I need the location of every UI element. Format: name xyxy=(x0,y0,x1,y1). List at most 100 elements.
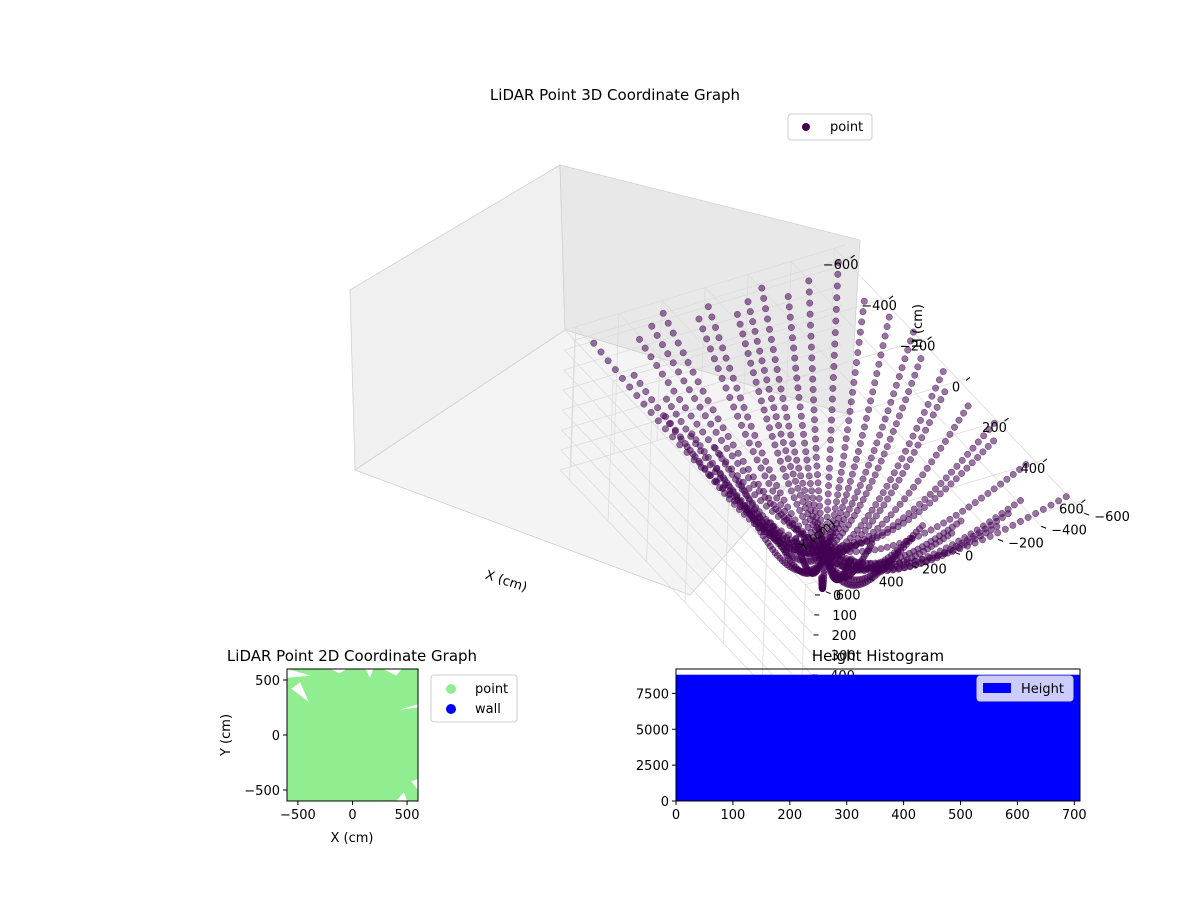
data-point xyxy=(908,535,916,543)
data-point xyxy=(787,431,795,439)
data-point xyxy=(779,395,787,402)
data-point xyxy=(901,355,909,363)
data-point xyxy=(858,431,866,439)
data-point xyxy=(874,464,882,472)
data-point xyxy=(823,513,831,521)
data-point xyxy=(719,344,727,352)
data-point xyxy=(760,366,768,374)
data-point xyxy=(846,548,854,556)
data-point xyxy=(843,491,850,499)
data-point xyxy=(845,505,853,513)
data-point xyxy=(919,522,927,530)
data-point xyxy=(758,284,766,292)
grid-line xyxy=(559,384,841,471)
data-point xyxy=(704,436,712,444)
point-cloud-fill xyxy=(287,669,418,801)
data-point xyxy=(941,437,949,445)
data-point xyxy=(899,519,907,527)
data-point xyxy=(803,456,811,464)
data-point xyxy=(831,329,839,337)
y-tick-label: 0 xyxy=(272,729,280,744)
data-point xyxy=(894,523,902,531)
data-point xyxy=(774,449,782,457)
data-point xyxy=(902,537,910,545)
data-point xyxy=(997,480,1005,488)
data-point xyxy=(857,522,865,530)
data-point xyxy=(757,397,765,405)
data-point xyxy=(872,512,880,520)
data-point xyxy=(679,349,687,357)
data-point xyxy=(687,412,695,420)
data-point xyxy=(741,502,749,510)
data-point xyxy=(701,454,709,462)
data-point xyxy=(832,317,840,325)
data-point xyxy=(850,379,858,386)
data-point xyxy=(805,277,813,285)
data-point xyxy=(767,336,775,343)
y-tick xyxy=(1040,525,1047,529)
chart-3d-points xyxy=(590,259,1070,593)
data-point xyxy=(796,491,804,499)
data-point xyxy=(683,448,691,456)
data-point xyxy=(881,332,889,340)
data-point xyxy=(993,523,1001,531)
chart-2d-ticks: −500−500 0 0 500 500 xyxy=(244,674,419,823)
z-tick-label: 100 xyxy=(832,609,857,624)
data-point xyxy=(653,362,661,369)
data-point xyxy=(826,446,834,454)
data-point xyxy=(855,338,863,346)
data-point xyxy=(640,400,648,408)
data-point xyxy=(741,340,749,348)
data-point xyxy=(710,355,718,363)
data-point xyxy=(889,428,897,435)
data-point xyxy=(896,500,904,508)
grid-line xyxy=(561,409,813,676)
data-point xyxy=(959,507,967,515)
data-point xyxy=(806,310,814,318)
data-point xyxy=(769,474,777,482)
data-point xyxy=(932,384,940,392)
data-point xyxy=(879,342,887,350)
data-point xyxy=(816,509,824,517)
data-point xyxy=(968,459,976,467)
data-point xyxy=(787,487,795,495)
data-point xyxy=(785,422,793,430)
data-point xyxy=(948,468,955,476)
data-point xyxy=(898,455,906,463)
data-point xyxy=(795,464,803,472)
data-point xyxy=(684,359,692,366)
data-point xyxy=(878,520,886,528)
grid-line xyxy=(564,244,846,331)
data-point xyxy=(722,458,730,466)
data-point xyxy=(837,468,845,476)
legend-marker-point xyxy=(802,123,810,131)
data-point xyxy=(937,480,945,487)
legend-box xyxy=(976,675,1074,702)
data-point xyxy=(902,447,909,455)
data-point xyxy=(712,323,719,331)
data-point xyxy=(765,480,773,487)
data-point xyxy=(971,535,979,543)
data-point xyxy=(789,440,797,448)
data-point xyxy=(881,415,889,423)
data-point xyxy=(976,532,984,540)
data-point xyxy=(676,396,684,403)
data-point xyxy=(754,480,762,488)
data-point xyxy=(918,434,926,442)
data-point xyxy=(618,374,626,382)
data-point xyxy=(630,371,638,379)
data-point xyxy=(734,412,742,420)
data-point xyxy=(648,322,656,330)
data-point xyxy=(604,357,612,365)
data-point xyxy=(926,490,934,498)
data-point xyxy=(763,518,771,526)
data-point xyxy=(985,426,993,433)
data-point xyxy=(784,293,792,301)
data-point xyxy=(815,495,823,502)
data-point xyxy=(919,471,927,479)
data-point xyxy=(785,303,793,311)
data-point xyxy=(833,282,841,290)
data-point xyxy=(936,490,944,498)
data-point xyxy=(935,376,943,384)
y-tick-label: −400 xyxy=(1051,523,1087,538)
